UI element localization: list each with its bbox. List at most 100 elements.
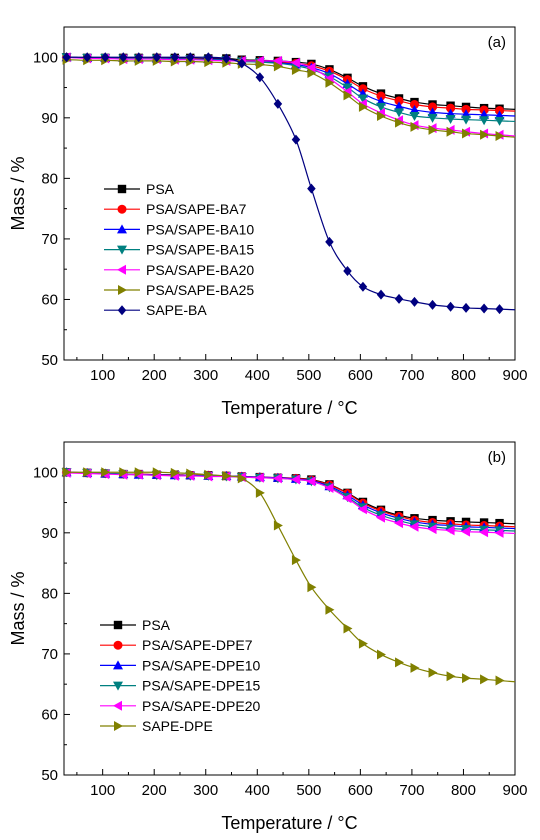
y-tick-label-b: 100 <box>33 464 58 481</box>
data-point-psa-sape-ba25 <box>325 77 335 88</box>
legend-item-psa-sape-dpe10-b: PSA/SAPE-DPE10 <box>100 657 260 673</box>
legend-item-sape-dpe-b: SAPE-DPE <box>100 718 213 734</box>
data-point-sape-dpe <box>273 520 283 531</box>
data-point-psa-sape-ba20 <box>306 62 316 73</box>
legend-marker <box>118 285 127 295</box>
data-point-psa-sape-ba20 <box>290 57 300 68</box>
data-point-psa-sape-ba15 <box>375 102 386 112</box>
legend-item-sape-ba-a: SAPE-BA <box>104 302 207 318</box>
data-point-sape-ba <box>428 299 437 310</box>
legend-label: PSA/SAPE-DPE10 <box>142 657 260 673</box>
data-point-psa-sape-ba10 <box>394 101 405 111</box>
x-axis-title-b: Temperature / °C <box>221 813 357 833</box>
plot-frame-a <box>63 26 516 361</box>
data-point-sape-ba <box>134 52 143 63</box>
plot-frame-b <box>63 441 516 776</box>
data-point-psa-sape-ba25 <box>273 61 283 72</box>
data-point-psa-sape-ba25 <box>395 117 405 128</box>
data-point-psa-sape-ba25 <box>480 129 490 140</box>
legend-label: SAPE-BA <box>146 302 207 318</box>
data-point-psa-sape-dpe20 <box>357 504 367 515</box>
legend-marker <box>113 700 122 711</box>
legend-marker <box>113 660 123 670</box>
data-point-psa-sape-ba20 <box>272 55 282 66</box>
data-point-sape-ba <box>222 53 231 64</box>
legend-label: SAPE-DPE <box>142 718 213 734</box>
data-point-sape-ba <box>307 183 316 194</box>
data-point-sape-ba <box>376 289 386 300</box>
y-tick-label-a: 90 <box>41 110 58 127</box>
data-point-sape-dpe <box>410 662 420 673</box>
x-tick-label-b: 800 <box>451 782 476 799</box>
series-psa-sape-ba25-a <box>62 54 516 141</box>
x-tick-label-b: 300 <box>193 782 218 799</box>
data-point-psa-sape-ba15 <box>445 115 456 125</box>
y-tick-label-b: 50 <box>41 767 58 784</box>
data-point-sape-ba <box>394 293 404 304</box>
legend-item-psa-b: PSA <box>100 617 171 633</box>
legend-marker <box>113 620 123 630</box>
series-line-psa-sape-ba15 <box>66 56 516 123</box>
legend-marker <box>113 640 123 650</box>
data-point-psa-sape-dpe20 <box>290 474 300 485</box>
data-point-sape-dpe <box>237 473 247 484</box>
x-tick-label-a: 800 <box>451 367 476 384</box>
data-point-psa-sape-dpe20 <box>342 493 352 504</box>
data-point-sape-dpe <box>358 638 368 649</box>
panel-a: 100 200 300 400 500 600 700 800 900 50 60 70 80 90 100… <box>8 26 528 418</box>
data-point-sape-dpe <box>343 623 353 634</box>
data-point-psa-sape-ba25 <box>462 128 472 139</box>
x-tick-label-b: 500 <box>296 782 321 799</box>
data-point-sape-dpe <box>428 667 438 678</box>
legend-label: PSA/SAPE-BA20 <box>146 262 254 278</box>
legend-label: PSA/SAPE-BA15 <box>146 242 254 258</box>
data-point-psa-sape-ba7 <box>394 96 404 106</box>
legend-label: PSA <box>146 181 175 197</box>
data-point-sape-ba <box>170 52 180 63</box>
data-point-sape-dpe <box>222 470 232 481</box>
data-point-psa-sape-ba25 <box>428 124 438 135</box>
legend-marker <box>117 224 127 234</box>
legend-item-psa-sape-dpe7-b: PSA/SAPE-DPE7 <box>100 637 253 653</box>
data-point-psa-sape-dpe20 <box>461 526 471 537</box>
series-line-psa-sape-ba25 <box>66 59 516 138</box>
data-point-sape-ba <box>343 265 352 276</box>
data-point-psa-sape-ba15 <box>394 108 405 118</box>
data-point-psa-sape-dpe20 <box>479 527 489 538</box>
data-point-psa-sape-dpe20 <box>394 518 404 529</box>
x-axis-title-a: Temperature / °C <box>221 398 357 418</box>
legend-item-psa-sape-ba25-a: PSA/SAPE-BA25 <box>104 282 254 298</box>
series-sape-dpe-b <box>62 467 516 686</box>
data-point-psa-sape-ba15 <box>461 115 472 125</box>
series-sape-ba-a <box>62 52 516 315</box>
data-point-sape-dpe <box>480 674 490 685</box>
data-point-sape-dpe <box>170 467 180 478</box>
data-point-psa-sape-ba25 <box>410 121 420 132</box>
legend-label: PSA/SAPE-DPE15 <box>142 678 260 694</box>
y-axis-title-b: Mass / % <box>8 571 28 645</box>
data-point-sape-ba <box>495 304 504 315</box>
data-point-sape-ba <box>119 52 128 63</box>
y-tick-label-a: 60 <box>41 291 58 308</box>
data-point-psa-sape-ba25 <box>495 130 505 141</box>
legend-item-psa-sape-ba7-a: PSA/SAPE-BA7 <box>104 201 247 217</box>
y-tick-label-a: 70 <box>41 231 58 248</box>
y-tick-label-b: 60 <box>41 706 58 723</box>
data-point-sape-dpe <box>204 469 214 480</box>
x-tick-label-b: 100 <box>90 782 115 799</box>
data-point-psa-sape-dpe20 <box>494 527 504 538</box>
series-line-sape-dpe <box>66 471 516 683</box>
x-tick-label-b: 600 <box>348 782 373 799</box>
data-point-sape-dpe <box>255 487 265 498</box>
data-point-psa-sape-ba15 <box>409 112 420 122</box>
data-point-psa-sape-ba25 <box>358 101 368 112</box>
data-point-psa-sape-ba15 <box>427 113 438 123</box>
y-axis-title-a: Mass / % <box>8 156 28 230</box>
legend-marker <box>117 245 127 255</box>
data-point-psa-sape-ba7 <box>428 102 438 112</box>
data-point-psa-sape-ba10 <box>409 104 420 114</box>
data-point-sape-dpe <box>395 657 405 668</box>
data-point-sape-ba <box>152 52 162 63</box>
legend-label: PSA/SAPE-BA25 <box>146 282 254 298</box>
x-tick-label-a: 300 <box>193 367 218 384</box>
